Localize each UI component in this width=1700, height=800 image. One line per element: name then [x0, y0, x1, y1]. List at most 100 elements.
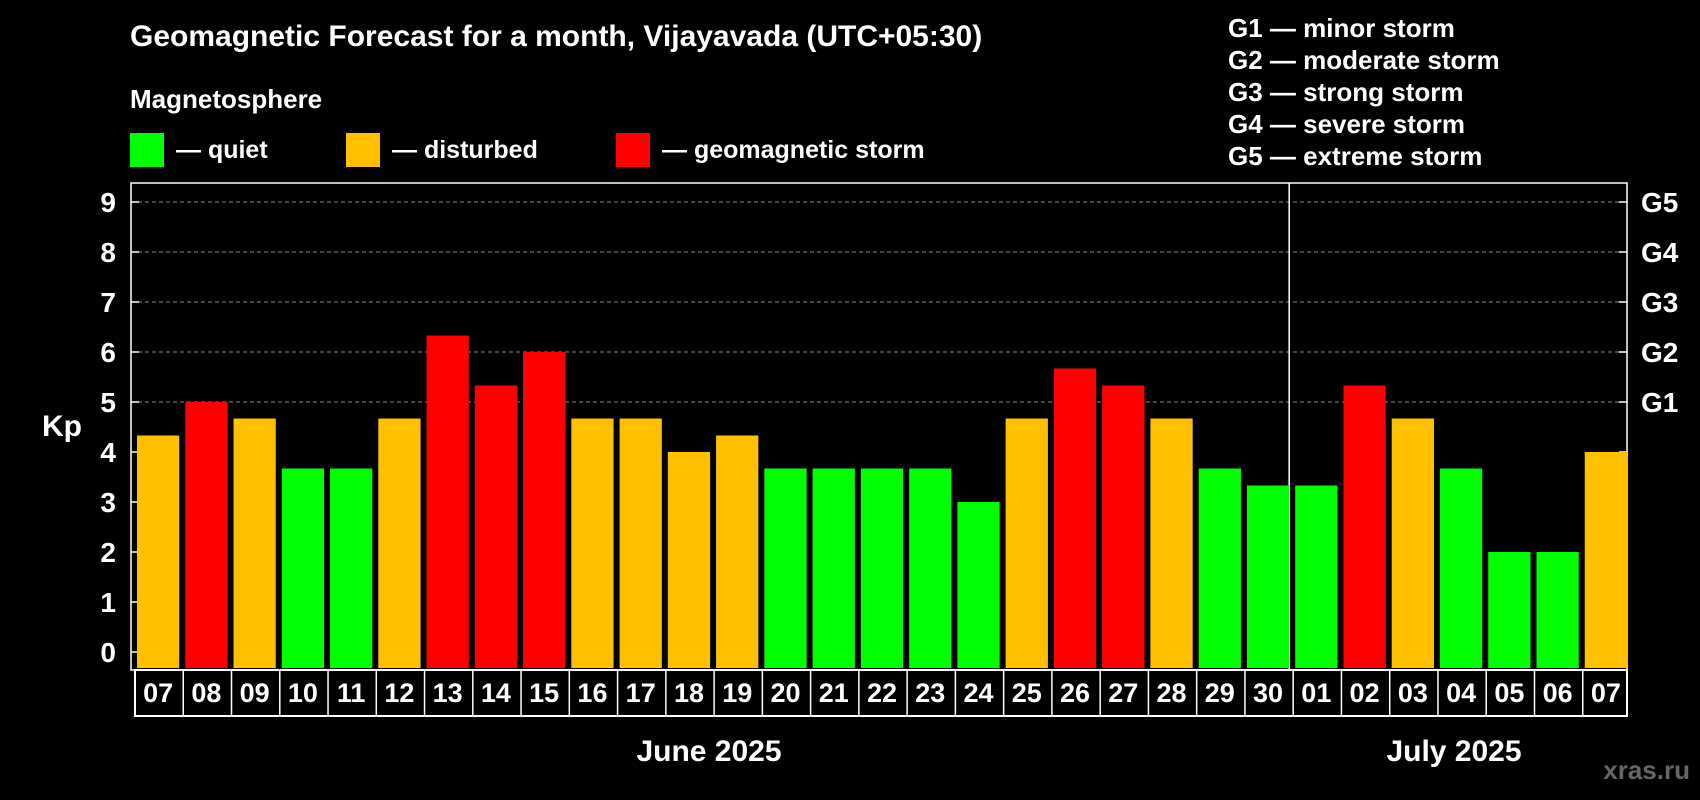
x-tick-label: 20: [770, 678, 800, 708]
x-tick-label: 15: [529, 678, 559, 708]
x-tick-label: 14: [481, 678, 511, 708]
x-tick-label: 23: [915, 678, 945, 708]
g-level-label: G3: [1641, 287, 1678, 318]
y-tick-label: 8: [100, 237, 116, 268]
legend-swatch-storm: [616, 133, 650, 167]
x-tick-label: 17: [626, 678, 656, 708]
y-tick-label: 3: [100, 487, 116, 518]
kp-bar: [137, 435, 180, 668]
g-legend-g5: G5 — extreme storm: [1228, 141, 1483, 171]
kp-bar: [426, 335, 469, 668]
x-tick-label: 16: [577, 678, 607, 708]
legend-disturbed: — disturbed: [346, 133, 538, 167]
x-tick-label: 02: [1350, 678, 1380, 708]
month-label-june: June 2025: [636, 735, 782, 768]
kp-bar: [1198, 468, 1241, 668]
kp-bar: [1102, 385, 1145, 668]
x-tick-label: 27: [1108, 678, 1138, 708]
x-tick-label: 18: [674, 678, 704, 708]
kp-bar: [957, 502, 1000, 668]
x-tick-label: 08: [191, 678, 221, 708]
g-level-label: G5: [1641, 187, 1678, 218]
x-tick-label: 21: [819, 678, 849, 708]
y-tick-label: 7: [100, 287, 116, 318]
kp-bar: [909, 468, 952, 668]
month-label-july: July 2025: [1386, 735, 1522, 768]
x-tick-label: 04: [1446, 678, 1476, 708]
kp-bar: [764, 468, 807, 668]
x-tick-label: 19: [722, 678, 752, 708]
y-tick-label: 2: [100, 537, 116, 568]
g-level-label: G4: [1641, 237, 1679, 268]
legend-quiet: — quiet: [130, 133, 268, 167]
g-level-label: G2: [1641, 337, 1678, 368]
kp-bar: [1053, 368, 1097, 668]
x-tick-label: 25: [1012, 678, 1042, 708]
kp-bar: [1343, 385, 1386, 668]
x-tick-label: 12: [384, 678, 414, 708]
legend-label-storm: — geomagnetic storm: [662, 135, 925, 164]
legend-storm: — geomagnetic storm: [616, 133, 925, 167]
legend-swatch-quiet: [130, 133, 164, 167]
kp-bar: [1005, 418, 1048, 668]
kp-bar: [667, 452, 711, 668]
x-tick-label: 29: [1205, 678, 1235, 708]
x-tick-label: 26: [1060, 678, 1090, 708]
x-tick-label: 11: [337, 678, 366, 708]
kp-bar: [571, 418, 614, 668]
x-tick-label: 07: [143, 678, 173, 708]
x-tick-label: 09: [240, 678, 270, 708]
legend-swatch-disturbed: [346, 133, 380, 167]
kp-bar: [1439, 468, 1483, 668]
y-tick-label: 9: [100, 187, 116, 218]
kp-bar: [619, 418, 662, 668]
g-level-label: G1: [1641, 387, 1678, 418]
legend-label-disturbed: — disturbed: [392, 135, 538, 164]
g-scale-legend: G1 — minor storm G2 — moderate storm G3 …: [1228, 12, 1500, 172]
kp-bar: [233, 418, 276, 668]
kp-bar: [812, 468, 855, 668]
kp-bar: [1536, 552, 1579, 668]
y-tick-label: 4: [100, 437, 116, 468]
x-tick-label: 07: [1591, 678, 1621, 708]
kp-bar: [185, 402, 228, 668]
legend-subtitle: Magnetosphere: [130, 84, 323, 114]
x-tick-label: 24: [963, 678, 993, 708]
x-tick-label: 13: [433, 678, 463, 708]
x-tick-label: 01: [1301, 678, 1331, 708]
x-tick-label: 03: [1398, 678, 1428, 708]
kp-bar: [860, 468, 904, 668]
date-axis-box: [134, 669, 1628, 717]
kp-bar: [1488, 552, 1531, 668]
x-tick-label: 28: [1157, 678, 1187, 708]
kp-bar: [330, 468, 373, 668]
g-legend-g1: G1 — minor storm: [1228, 13, 1455, 43]
g-legend-g2: G2 — moderate storm: [1228, 45, 1500, 75]
kp-bar: [1246, 485, 1290, 668]
y-tick-label: 5: [100, 387, 116, 418]
kp-bar: [1391, 418, 1434, 668]
chart-title: Geomagnetic Forecast for a month, Vijaya…: [130, 20, 983, 53]
kp-bar: [1295, 485, 1338, 668]
watermark: xras.ru: [1603, 755, 1690, 785]
g-legend-g3: G3 — strong storm: [1228, 77, 1464, 107]
x-tick-label: 30: [1253, 678, 1283, 708]
kp-bar: [1584, 452, 1627, 668]
y-tick-label: 1: [100, 587, 116, 618]
x-tick-label: 22: [867, 678, 897, 708]
kp-bar: [378, 418, 421, 668]
x-tick-label: 06: [1543, 678, 1573, 708]
x-tick-label: 10: [288, 678, 318, 708]
y-tick-label: 6: [100, 337, 116, 368]
kp-bar: [1150, 418, 1193, 668]
kp-bar: [523, 352, 566, 668]
kp-bar: [281, 468, 325, 668]
kp-bar: [716, 435, 759, 668]
y-tick-label: 0: [100, 637, 116, 668]
y-axis-label: Kp: [42, 410, 82, 443]
kp-bar: [474, 385, 518, 668]
legend-label-quiet: — quiet: [176, 135, 268, 164]
x-tick-label: 05: [1494, 678, 1524, 708]
g-legend-g4: G4 — severe storm: [1228, 109, 1466, 139]
